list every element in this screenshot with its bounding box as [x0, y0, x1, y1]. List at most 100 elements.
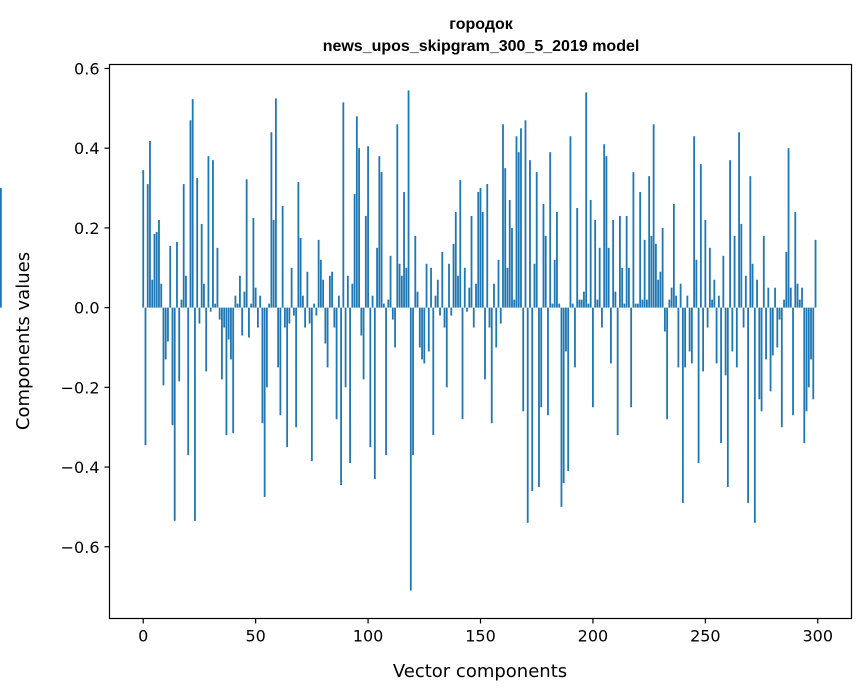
- bar: [771, 307, 774, 356]
- bar: [452, 243, 455, 308]
- bar: [180, 299, 183, 308]
- bar: [173, 307, 176, 521]
- bar: [776, 307, 779, 348]
- bar: [551, 303, 554, 308]
- bar: [308, 307, 311, 324]
- bar: [650, 235, 653, 308]
- bar: [681, 307, 684, 503]
- bar: [789, 287, 792, 308]
- bar: [544, 235, 547, 308]
- x-axis-label: Vector components: [393, 661, 567, 682]
- bar: [612, 219, 615, 308]
- bar: [751, 263, 754, 308]
- bar: [762, 235, 765, 308]
- bar: [486, 184, 489, 308]
- bar: [524, 120, 527, 308]
- bar: [306, 271, 309, 308]
- bar: [337, 295, 340, 308]
- bar: [178, 307, 181, 382]
- bar: [744, 275, 747, 308]
- bar: [470, 215, 473, 308]
- bar: [722, 255, 725, 308]
- bar: [490, 307, 493, 424]
- bar: [461, 307, 464, 420]
- bar: [448, 263, 450, 308]
- bar: [317, 239, 320, 308]
- bar: [153, 233, 156, 308]
- bar: [742, 307, 745, 328]
- bar: [803, 307, 806, 444]
- x-tick-label: 50: [245, 627, 265, 646]
- bar: [443, 307, 446, 328]
- bar: [594, 219, 597, 308]
- bar: [484, 307, 486, 380]
- bar: [236, 303, 239, 308]
- bar: [169, 245, 172, 308]
- bar: [508, 200, 511, 308]
- bar: [535, 172, 538, 308]
- bar: [801, 287, 803, 308]
- bar: [304, 307, 307, 328]
- bar: [457, 275, 459, 308]
- bar: [641, 299, 644, 308]
- bar: [675, 295, 678, 308]
- bar: [468, 287, 471, 308]
- bar: [639, 192, 642, 308]
- bar: [245, 179, 248, 308]
- bar: [479, 188, 482, 308]
- bar: [385, 307, 387, 456]
- bar: [441, 251, 444, 308]
- bar: [605, 156, 608, 308]
- bar: [747, 307, 749, 503]
- bar: [250, 303, 253, 308]
- bar: [200, 223, 203, 308]
- bar: [380, 172, 383, 308]
- bar: [277, 307, 280, 368]
- bar: [758, 307, 761, 400]
- bar: [272, 219, 275, 308]
- bar: [221, 307, 223, 380]
- bar: [230, 307, 232, 360]
- bar: [583, 291, 585, 308]
- bar: [666, 307, 669, 420]
- bar: [567, 307, 570, 472]
- bar: [389, 255, 392, 308]
- bar: [248, 307, 250, 338]
- bar: [360, 307, 363, 336]
- bar: [628, 267, 630, 308]
- bar: [495, 307, 498, 348]
- bar: [378, 156, 381, 308]
- bar: [598, 247, 601, 308]
- bar: [497, 259, 500, 308]
- bar: [511, 227, 513, 308]
- bar: [450, 307, 453, 316]
- bar: [753, 307, 756, 523]
- bar: [713, 279, 716, 308]
- bar: [643, 239, 646, 308]
- bar: [522, 307, 525, 412]
- bar: [445, 307, 448, 388]
- bar: [634, 303, 637, 308]
- bar: [625, 215, 628, 308]
- bar: [526, 307, 529, 523]
- bar: [281, 205, 284, 308]
- y-axis-ticks: −0.6 −0.4 −0.2 0.0 0.2 0.4 0.6: [61, 59, 110, 557]
- bar: [517, 152, 520, 308]
- bar: [268, 303, 271, 308]
- bar: [652, 124, 655, 308]
- bar: [547, 307, 549, 416]
- bar: [693, 136, 696, 308]
- bar: [187, 307, 190, 456]
- bar: [475, 283, 477, 308]
- bar: [607, 247, 610, 308]
- chart-subtitle: news_upos_skipgram_300_5_2019 model: [323, 38, 640, 55]
- bar: [295, 307, 298, 428]
- bar: [589, 200, 592, 308]
- bar: [765, 307, 767, 360]
- bar: [684, 307, 687, 368]
- x-axis-ticks: 0 50 100 150 200 250 300: [138, 618, 833, 646]
- bar: [756, 279, 758, 308]
- bar: [515, 136, 518, 308]
- bar: [189, 120, 192, 308]
- bar: [412, 307, 414, 456]
